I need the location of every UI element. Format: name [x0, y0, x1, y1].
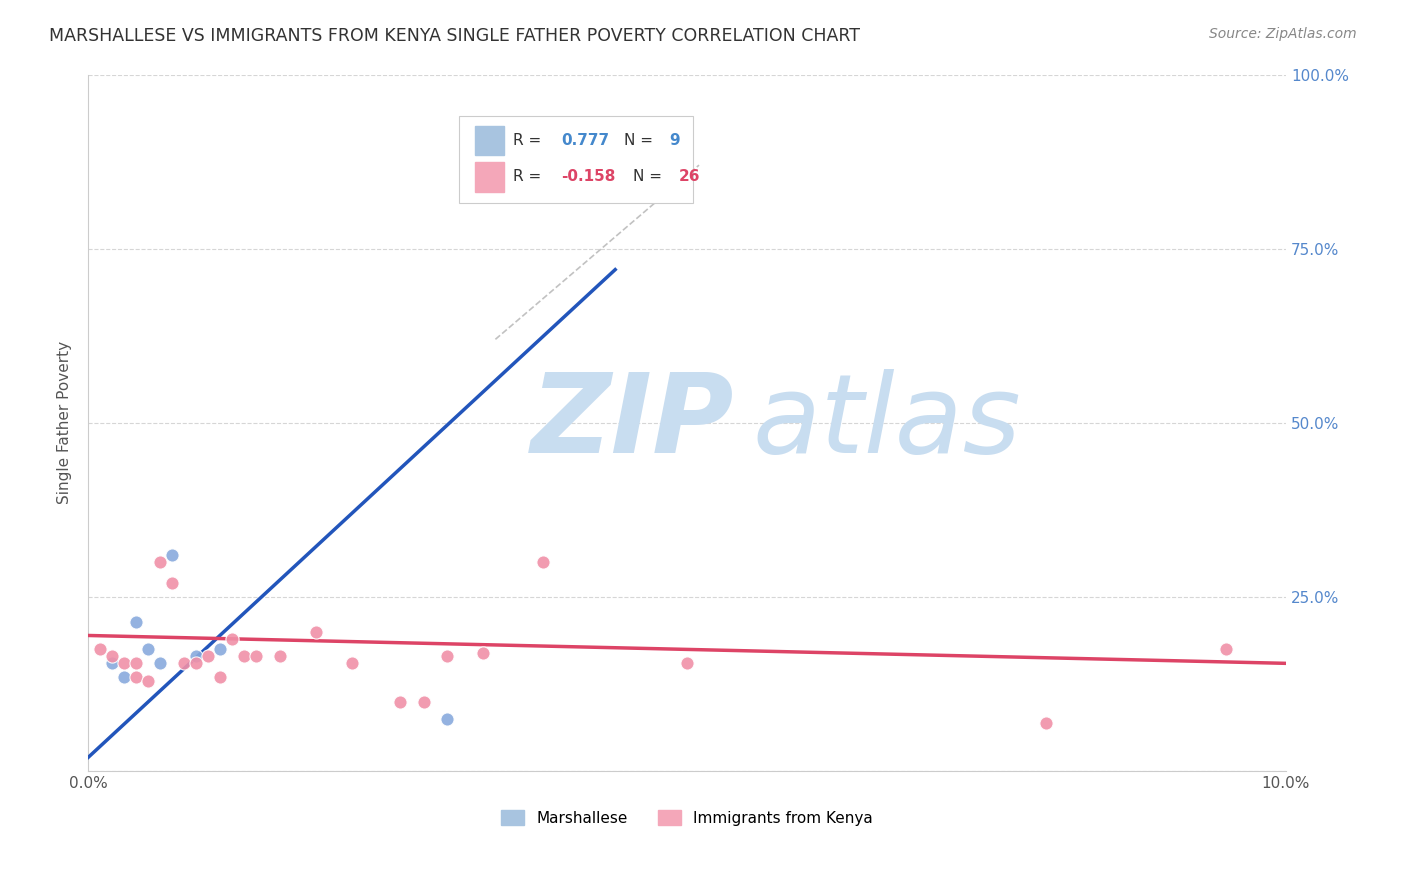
Text: ZIP: ZIP [531, 369, 735, 476]
Point [245, 649, 267, 664]
Text: atlas: atlas [754, 369, 1022, 476]
Point [101, 649, 124, 664]
Text: 9: 9 [669, 133, 679, 148]
Text: -0.158: -0.158 [561, 169, 616, 185]
Text: R =: R = [513, 133, 547, 148]
Point [149, 555, 172, 569]
Point [112, 670, 135, 684]
Text: MARSHALLESE VS IMMIGRANTS FROM KENYA SINGLE FATHER POVERTY CORRELATION CHART: MARSHALLESE VS IMMIGRANTS FROM KENYA SIN… [49, 27, 860, 45]
Point [173, 657, 195, 671]
Point [436, 649, 458, 664]
FancyBboxPatch shape [460, 116, 693, 203]
Legend: Marshallese, Immigrants from Kenya: Marshallese, Immigrants from Kenya [494, 802, 880, 833]
Point [89, 642, 111, 657]
Text: 0.777: 0.777 [561, 133, 609, 148]
Point [436, 712, 458, 726]
Point [101, 657, 124, 671]
Point [412, 695, 434, 709]
Text: N =: N = [624, 133, 658, 148]
Point [472, 646, 495, 660]
Point [125, 670, 148, 684]
Y-axis label: Single Father Poverty: Single Father Poverty [58, 342, 72, 505]
Point [184, 657, 207, 671]
Point [197, 649, 219, 664]
Text: Source: ZipAtlas.com: Source: ZipAtlas.com [1209, 27, 1357, 41]
Point [269, 649, 291, 664]
Text: N =: N = [633, 169, 666, 185]
Point [184, 649, 207, 664]
Point [149, 657, 172, 671]
Point [136, 642, 159, 657]
Point [1035, 715, 1057, 730]
Point [305, 625, 328, 640]
Point [208, 642, 231, 657]
Text: 26: 26 [679, 169, 700, 185]
Point [160, 549, 183, 563]
Point [232, 649, 254, 664]
Point [125, 657, 148, 671]
Point [221, 632, 243, 646]
FancyBboxPatch shape [475, 162, 503, 192]
Point [340, 657, 363, 671]
Point [112, 657, 135, 671]
Point [1215, 642, 1237, 657]
Point [531, 555, 554, 569]
Point [136, 673, 159, 688]
Point [160, 576, 183, 591]
FancyBboxPatch shape [475, 126, 503, 155]
Point [208, 670, 231, 684]
Text: R =: R = [513, 169, 547, 185]
Point [676, 657, 699, 671]
Point [125, 615, 148, 629]
Point [388, 695, 411, 709]
